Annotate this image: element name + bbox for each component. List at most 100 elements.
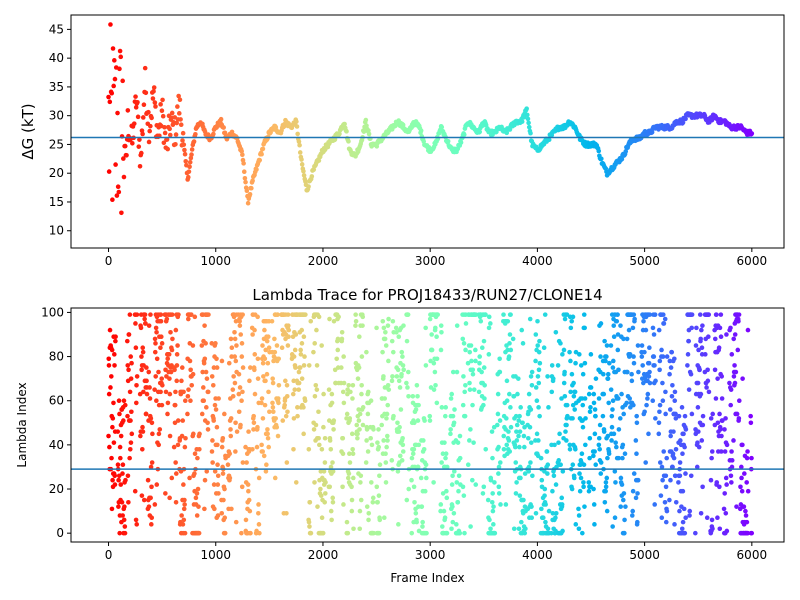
lambda-point [490,455,495,461]
lambda-point [345,530,351,536]
lambda-point [739,488,745,494]
lambda-point [706,334,711,339]
lambda-point [603,480,609,485]
lambda-point [444,488,449,494]
lambda-point [201,398,207,404]
lambda-point [112,482,118,487]
lambda-point [620,442,626,448]
lambda-point [583,442,588,448]
lambda-point [468,343,474,348]
lambda-point [652,312,658,317]
lambda-point [521,497,526,503]
lambda-point [669,394,675,399]
lambda-point [274,424,280,430]
delta-g-point [299,157,304,162]
lambda-point [133,345,139,351]
lambda-point [370,499,376,505]
lambda-point [734,411,740,417]
lambda-point [350,451,356,456]
lambda-point [663,484,669,490]
lambda-point [423,363,429,368]
lambda-point [404,497,410,503]
delta-g-point [125,108,131,113]
lambda-point [729,458,735,463]
lambda-points [106,312,755,536]
lambda-point [663,389,668,395]
lambda-point [379,422,385,428]
lambda-point [578,363,584,368]
lambda-point [351,526,356,532]
delta-g-point [257,157,263,163]
lambda-point [260,416,266,421]
lambda-point [381,374,386,379]
lambda-point [128,354,134,359]
lambda-point [622,517,627,523]
lambda-point [440,491,446,496]
lambda-point [469,358,474,364]
lambda-point [357,427,362,432]
lambda-point [292,387,298,392]
lambda-point [359,354,365,359]
lambda-point [667,497,672,503]
lambda-point [748,413,753,419]
lambda-point [598,321,604,326]
lambda-point [215,442,220,448]
lambda-point [323,491,328,496]
lambda-point [109,455,114,461]
lambda-point [672,356,677,362]
lambda-point [347,460,353,465]
lambda-point [180,418,186,423]
lambda-point [293,332,299,337]
y-tick-label: 40 [49,438,64,452]
lambda-point [240,460,246,465]
lambda-point [360,405,366,410]
lambda-point [237,323,243,328]
lambda-point [538,455,544,461]
lambda-point [250,332,255,337]
x-tick-label: 0 [105,548,113,562]
lambda-point [181,482,186,487]
lambda-point [427,418,433,423]
lambda-point [657,402,663,408]
lambda-point [650,325,656,331]
lambda-point [508,312,513,317]
lambda-point [414,519,419,525]
lambda-point [163,389,169,395]
lambda-point [187,358,193,364]
delta-g-point [121,156,126,161]
lambda-point [390,349,396,355]
lambda-point [377,462,383,468]
delta-g-point [151,89,156,94]
lambda-point [601,429,607,434]
y-tick-label: 20 [49,166,64,180]
lambda-point [122,504,127,509]
lambda-point [670,451,676,456]
lambda-point [556,440,561,445]
lambda-point [121,398,127,404]
lambda-point [248,530,253,536]
lambda-point [340,484,345,490]
lambda-point [450,369,456,375]
lambda-point [683,427,689,432]
lambda-point [254,444,260,450]
lambda-point [319,446,325,452]
lambda-point [717,325,723,331]
lambda-point [659,464,665,470]
lambda-point [748,420,754,426]
lambda-point [591,391,597,397]
lambda-point [148,312,153,317]
lambda-point [671,429,676,434]
lambda-point [119,499,125,505]
lambda-point [555,363,561,368]
delta-g-point [445,138,451,144]
lambda-point [363,460,369,465]
lambda-point [745,488,751,494]
lambda-point [736,398,742,404]
lambda-point [297,365,303,370]
lambda-point [710,526,715,532]
lambda-point [455,440,461,445]
lambda-point [541,345,547,351]
lambda-point [550,511,556,516]
lambda-point [173,499,179,505]
lambda-point [406,394,411,399]
